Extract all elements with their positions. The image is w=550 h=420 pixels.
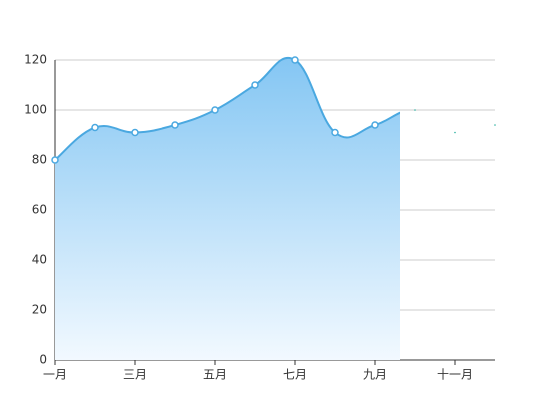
x-tick-label: 十一月 bbox=[437, 368, 473, 382]
point bbox=[414, 109, 416, 111]
series bbox=[54, 56, 400, 360]
x-tick-label: 三月 bbox=[123, 368, 147, 382]
point bbox=[291, 56, 299, 64]
x-tick-label: 七月 bbox=[283, 368, 307, 382]
y-tick-label: 120 bbox=[24, 53, 47, 67]
point bbox=[494, 124, 496, 126]
y-tick-label: 80 bbox=[32, 153, 47, 167]
y-tick-label: 20 bbox=[32, 303, 47, 317]
point bbox=[51, 156, 59, 164]
point bbox=[331, 128, 339, 137]
y-tick-label: 100 bbox=[24, 103, 47, 117]
point bbox=[454, 131, 456, 134]
point bbox=[131, 128, 139, 137]
x-tick-label: 九月 bbox=[363, 368, 387, 382]
point bbox=[171, 121, 179, 129]
point bbox=[251, 81, 259, 89]
x-tick-label: 一月 bbox=[43, 368, 67, 382]
x-tick-label: 五月 bbox=[203, 368, 227, 382]
area bbox=[55, 57, 400, 360]
y-tick-label: 40 bbox=[32, 253, 47, 267]
point bbox=[211, 106, 219, 114]
point bbox=[91, 123, 99, 132]
y-tick-label: 0 bbox=[39, 353, 47, 367]
point bbox=[371, 121, 379, 129]
y-tick-label: 60 bbox=[32, 203, 47, 217]
